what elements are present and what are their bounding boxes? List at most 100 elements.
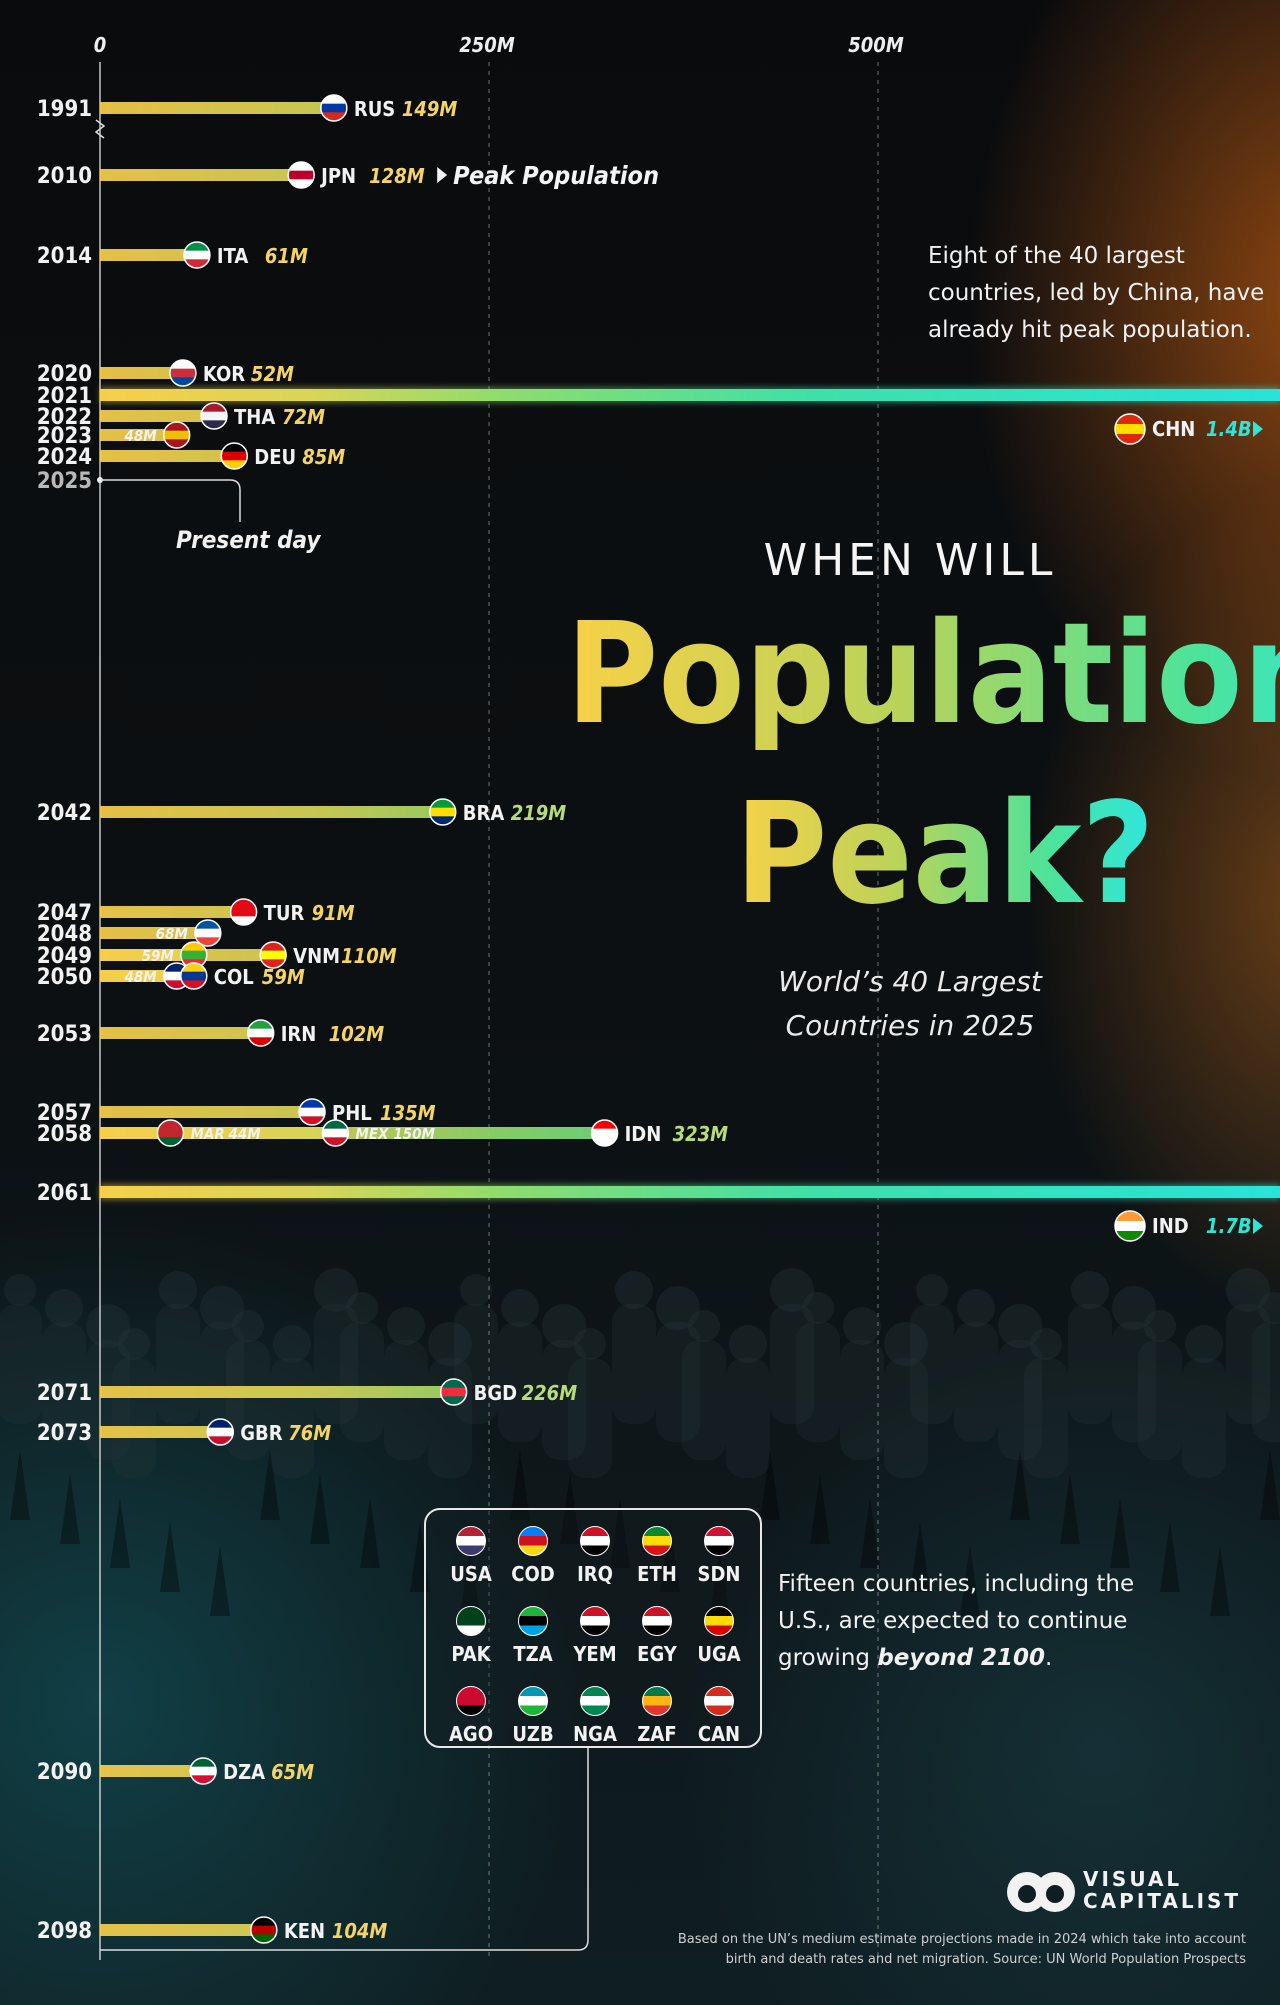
year-label: 2057 (37, 1101, 92, 1126)
year-label: 2050 (37, 965, 92, 990)
crowd-head-decoration (802, 1292, 834, 1324)
crowd-body-decoration (156, 1304, 200, 1424)
country-code-label: DEU (254, 445, 296, 469)
crowd-shadow-decoration (1260, 1450, 1280, 1520)
crowd-shadow-decoration (510, 1450, 530, 1520)
bar-irn (100, 1027, 259, 1039)
value-label: 85M (302, 445, 345, 469)
country-code-label: AGO (449, 1722, 493, 1746)
country-flag-icon (580, 1686, 610, 1716)
country-code-label: SDN (697, 1562, 741, 1586)
peak-note-line: countries, led by China, have (928, 280, 1265, 306)
logo-word: CAPITALIST (1083, 1889, 1242, 1913)
country-code-label: UGA (697, 1642, 741, 1666)
bar-idn (100, 1127, 603, 1139)
crowd-shadow-decoration (960, 1546, 980, 1616)
crowd-shadow-decoration (110, 1498, 130, 1568)
beyond-2100-country: SDN (688, 1526, 750, 1586)
crowd-head-decoration (159, 1271, 197, 1309)
beyond-2100-country: USA (440, 1526, 502, 1586)
country-flag-icon (704, 1606, 734, 1636)
value-label: 68M (156, 925, 189, 943)
crowd-head-decoration (916, 1274, 948, 1306)
country-flag-icon (206, 1418, 235, 1446)
country-code-label: THA (234, 405, 275, 429)
value-label: 65M (271, 1760, 314, 1784)
crowd-head-decoration (843, 1307, 881, 1345)
country-flag-icon (456, 1526, 486, 1556)
country-code-label: IND (1152, 1214, 1189, 1238)
country-flag-icon (518, 1606, 548, 1636)
crowd-shadow-decoration (1010, 1450, 1030, 1520)
beyond-2100-country: UZB (502, 1686, 564, 1746)
crowd-body-decoration (1226, 1304, 1270, 1424)
present-day-connector (100, 479, 241, 522)
crowd-body-decoration (112, 1358, 156, 1478)
country-code-label: BRA (463, 801, 505, 825)
crowd-shadow-decoration (60, 1474, 80, 1544)
beyond-2100-grid: USA COD IRQ ETH SDN PAK TZA YEM EGY UGA AGO UZB NGA Z… (440, 1526, 750, 1746)
crowd-body-decoration (498, 1322, 542, 1442)
beyond-2100-country: YEM (564, 1606, 626, 1666)
crowd-shadow-decoration (360, 1498, 380, 1568)
growth-note-period: . (1045, 1645, 1053, 1671)
crowd-body-decoration (454, 1304, 498, 1424)
country-flag-icon (704, 1526, 734, 1556)
bar-tur (100, 906, 242, 918)
year-label: 2014 (37, 244, 92, 269)
crowd-head-decoration (729, 1325, 767, 1363)
year-label: 2090 (37, 1760, 92, 1785)
visual-capitalist-logo: VISUAL CAPITALIST (1005, 1862, 1241, 1918)
value-label: 149M (402, 97, 458, 121)
beyond-2100-country: AGO (440, 1686, 502, 1746)
logo-word: VISUAL (1083, 1867, 1183, 1891)
value-label: 150M (393, 1125, 435, 1143)
country-flag-icon (456, 1686, 486, 1716)
country-code-label: YEM (573, 1642, 617, 1666)
bar-rus (100, 102, 332, 114)
value-label: 219M (511, 801, 567, 825)
crowd-body-decoration (0, 1304, 42, 1424)
growth-note-text: growing (778, 1645, 878, 1671)
footer-line: Based on the UN’s medium estimate projec… (677, 1932, 1246, 1947)
year-label: 2022 (37, 405, 92, 430)
bar-deu (100, 450, 233, 462)
crowd-shadow-decoration (910, 1522, 930, 1592)
crowd-head-decoration (232, 1310, 264, 1342)
crowd-body-decoration (384, 1340, 428, 1460)
crowd-head-decoration (1185, 1325, 1223, 1363)
crowd-head-decoration (998, 1304, 1042, 1348)
bar-ind (100, 1186, 1280, 1198)
year-label: 2098 (37, 1919, 92, 1944)
crowd-head-decoration (957, 1289, 995, 1327)
peak-note-line: already hit peak population. (928, 317, 1252, 343)
country-code-label: ZAF (637, 1722, 677, 1746)
country-flag-icon (189, 1757, 217, 1785)
country-flag-icon (169, 359, 197, 387)
crowd-body-decoration (270, 1358, 314, 1478)
beyond-2100-country: IRQ (564, 1526, 626, 1586)
crowd-head-decoration (501, 1289, 539, 1327)
value-label: 1.7B (1206, 1214, 1252, 1238)
beyond-2100-country: PAK (440, 1606, 502, 1666)
year-label-present: 2025 (37, 469, 92, 494)
country-code-label: JPN (320, 164, 356, 188)
bar-ken (100, 1924, 262, 1936)
crowd-head-decoration (428, 1322, 472, 1366)
crowd-body-decoration (770, 1304, 814, 1424)
crowd-body-decoration (542, 1340, 586, 1460)
logo-mark-icon (1005, 1862, 1077, 1918)
crowd-body-decoration (1182, 1358, 1226, 1478)
value-label: 226M (522, 1381, 578, 1405)
crowd-body-decoration (340, 1322, 384, 1442)
year-label: 2049 (37, 944, 92, 969)
country-code-label: MEX (355, 1125, 389, 1143)
crowd-head-decoration (4, 1274, 36, 1306)
beyond-2100-country: TZA (502, 1606, 564, 1666)
country-code-label: CHN (1152, 417, 1195, 441)
crowd-body-decoration (568, 1358, 612, 1478)
country-flag-icon (580, 1526, 610, 1556)
crowd-body-decoration (682, 1340, 726, 1460)
